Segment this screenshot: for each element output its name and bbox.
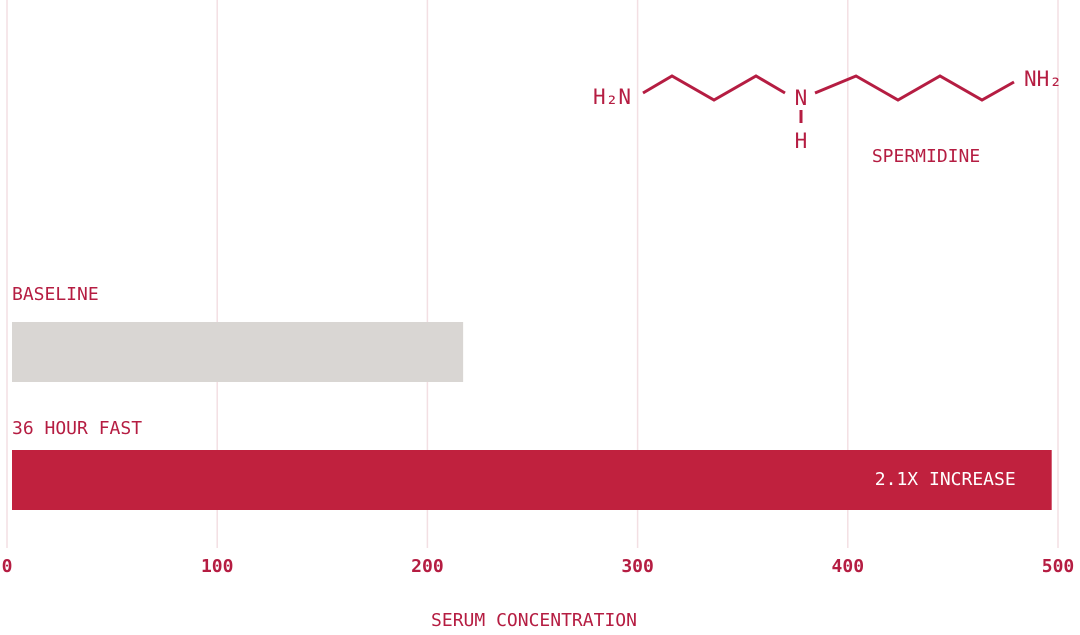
bar <box>12 322 464 382</box>
category-label: BASELINE <box>12 284 99 305</box>
molecule-name: SPERMIDINE <box>872 146 980 167</box>
atom-label: H <box>795 129 808 153</box>
annotation: 2.1X INCREASE <box>875 469 1016 490</box>
bar <box>12 450 1052 510</box>
category-label: 36 HOUR FAST <box>12 418 142 439</box>
x-tick-label: 400 <box>832 556 865 577</box>
bond-chain <box>642 74 786 102</box>
x-axis-label: SERUM CONCENTRATION <box>431 610 637 631</box>
bond-chain <box>814 74 1015 102</box>
atom-label: H₂N <box>593 85 631 109</box>
x-tick-label: 300 <box>621 556 654 577</box>
x-tick-label: 200 <box>411 556 444 577</box>
atom-label: N <box>795 86 808 110</box>
atom-label: NH₂ <box>1024 67 1062 91</box>
x-tick-label: 500 <box>1042 556 1075 577</box>
x-tick-label: 0 <box>2 556 13 577</box>
x-tick-label: 100 <box>201 556 234 577</box>
molecule: H₂N N H NH₂ SPERMIDINE <box>593 67 1062 167</box>
